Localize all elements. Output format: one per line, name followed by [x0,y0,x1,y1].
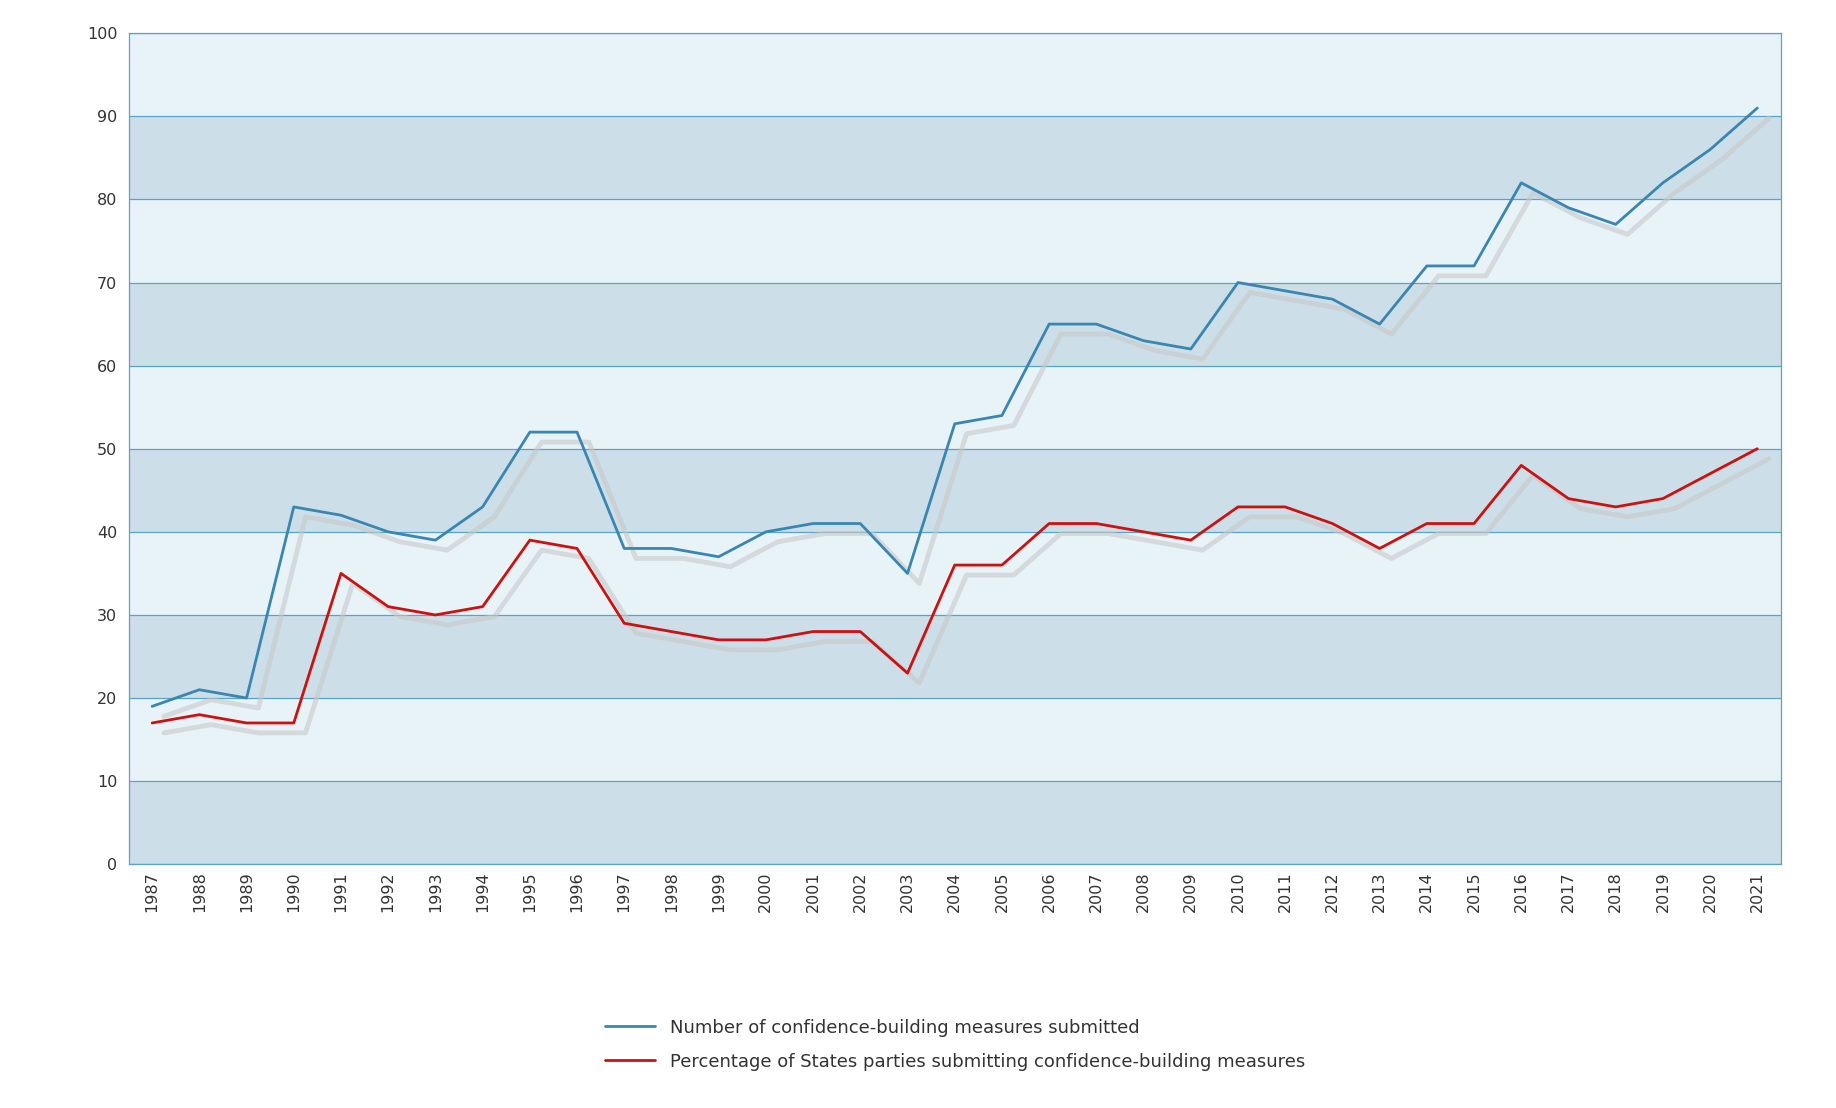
Bar [129,33,1781,116]
Bar [129,532,1781,615]
Legend: Number of confidence-building measures submitted, Percentage of States parties s: Number of confidence-building measures s… [604,1019,1305,1071]
Bar [129,199,1781,283]
Bar [129,449,1781,532]
Bar [129,366,1781,449]
Bar [129,781,1781,864]
Bar [129,283,1781,366]
Bar [129,698,1781,781]
Bar [129,116,1781,199]
Bar [129,615,1781,698]
